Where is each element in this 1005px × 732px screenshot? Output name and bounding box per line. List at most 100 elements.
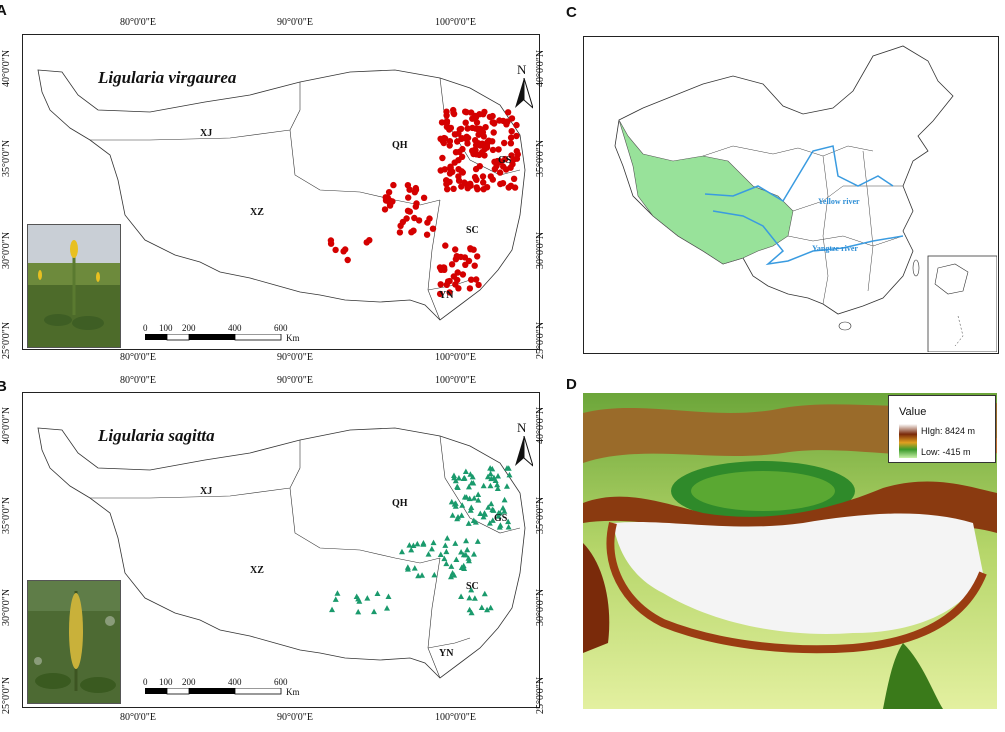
- occurrence-point-a: [446, 178, 453, 186]
- occurrence-point-a: [493, 162, 500, 169]
- lat-tick-40-right-a: 40°0'0"N: [535, 49, 547, 88]
- occurrence-point-a: [469, 124, 476, 132]
- yangtze-river-line: [712, 210, 904, 266]
- occurrence-point-b: [355, 595, 362, 602]
- occurrence-point-a: [469, 147, 476, 154]
- occurrence-point-a: [503, 121, 510, 128]
- occurrence-point-a: [483, 184, 491, 191]
- occurrence-point-a: [436, 290, 444, 298]
- occurrence-point-a: [487, 173, 494, 180]
- occurrence-point-a: [480, 111, 487, 118]
- occurrence-point-b: [431, 571, 438, 578]
- lat-tick-30-right-a: 30°0'0"N: [535, 231, 547, 270]
- occurrence-point-a: [452, 256, 460, 263]
- occurrence-point-a: [423, 231, 431, 238]
- lon-tick-90-top-b: 90°0'0"E: [277, 375, 313, 386]
- occurrence-point-a: [444, 186, 451, 193]
- south-china-sea-inset: [927, 255, 997, 352]
- occurrence-point-a: [451, 131, 459, 138]
- lon-tick-100-bottom-a: 100°0'0"E: [435, 352, 476, 363]
- occurrence-point-b: [468, 586, 475, 593]
- region-xj-a: XJ: [200, 128, 213, 139]
- occurrence-point-b: [329, 606, 336, 613]
- occurrence-point-a: [497, 180, 504, 188]
- occurrence-point-b: [470, 551, 477, 557]
- panel-letter-b: B: [0, 378, 7, 395]
- occurrence-point-a: [464, 140, 471, 147]
- occurrence-point-a: [440, 134, 448, 142]
- occurrence-point-b: [490, 507, 497, 513]
- occurrence-point-b: [466, 594, 473, 601]
- occurrence-point-b: [437, 551, 444, 558]
- occurrence-point-a: [513, 148, 520, 155]
- occurrence-point-b: [492, 477, 499, 484]
- occurrence-point-a: [461, 179, 468, 186]
- occurrence-point-a: [404, 182, 412, 189]
- occurrence-point-a: [446, 138, 454, 145]
- occurrence-point-b: [468, 480, 475, 486]
- occurrence-point-b: [398, 548, 405, 555]
- occurrence-point-a: [462, 261, 469, 268]
- occurrence-point-a: [480, 179, 487, 186]
- occurrence-point-b: [458, 512, 465, 518]
- occurrence-point-b: [461, 493, 468, 500]
- occurrence-point-a: [381, 206, 389, 213]
- region-qh-b: QH: [392, 498, 408, 509]
- occurrence-point-a: [455, 166, 462, 173]
- occurrence-point-b: [487, 604, 494, 611]
- occurrence-point-b: [450, 472, 457, 478]
- lat-tick-35-left-b: 35°0'0"N: [1, 496, 13, 535]
- legend-high: HIgh: 8424 m: [921, 426, 976, 436]
- occurrence-point-a: [504, 109, 512, 116]
- occurrence-point-b: [485, 504, 492, 510]
- scale-0-b: 0: [143, 677, 148, 687]
- legend-title: Value: [899, 406, 927, 418]
- occurrence-point-b: [465, 520, 472, 526]
- occurrence-point-a: [452, 281, 459, 288]
- north-label-b: N: [517, 420, 527, 435]
- occurrence-point-a: [459, 271, 467, 278]
- lat-tick-25-right-a: 25°0'0"N: [535, 321, 547, 360]
- occurrence-point-a: [464, 125, 471, 132]
- occurrence-point-a: [489, 146, 497, 154]
- occurrence-point-b: [467, 471, 474, 477]
- occurrence-point-b: [478, 604, 485, 611]
- north-arrow-icon: [515, 436, 533, 467]
- lon-tick-90: 90°0'0"E: [277, 17, 313, 28]
- occurrence-point-a: [513, 121, 520, 129]
- occurrence-point-b: [481, 590, 488, 597]
- lat-tick-30-left-a: 30°0'0"N: [1, 231, 13, 270]
- occurrence-point-a: [513, 132, 520, 140]
- occurrence-point-a: [437, 281, 444, 288]
- lon-tick-80-bottom-a: 80°0'0"E: [120, 352, 156, 363]
- lat-tick-35-right-a: 35°0'0"N: [535, 139, 547, 178]
- occurrence-point-a: [450, 106, 457, 114]
- occurrence-point-b: [455, 513, 462, 520]
- occurrence-point-a: [426, 215, 433, 222]
- occurrence-point-a: [405, 194, 412, 201]
- scale-unit-a: Km: [286, 333, 300, 343]
- region-gs-b: GS: [494, 513, 508, 524]
- occurrence-point-b: [371, 608, 378, 615]
- occurrence-point-a: [399, 218, 407, 226]
- occurrence-point-b: [454, 483, 461, 490]
- occurrence-point-a: [363, 239, 370, 246]
- occurrence-point-b: [458, 564, 465, 570]
- scale-100-a: 100: [159, 323, 173, 333]
- occurrence-point-a: [420, 194, 428, 201]
- occurrence-point-a: [327, 237, 335, 244]
- occurrence-point-a: [441, 166, 448, 173]
- occurrence-point-a: [507, 134, 515, 141]
- occurrence-point-b: [475, 491, 482, 497]
- lon-tick-100: 100°0'0"E: [435, 17, 476, 28]
- occurrence-point-a: [473, 119, 481, 126]
- occurrence-point-b: [462, 551, 469, 558]
- occurrence-point-a: [513, 155, 521, 162]
- occurrence-point-b: [474, 538, 481, 544]
- occurrence-point-a: [473, 151, 480, 158]
- occurrence-point-a: [411, 214, 418, 222]
- occurrence-point-b: [408, 546, 415, 553]
- occurrence-point-a: [456, 126, 463, 133]
- occurrence-point-b: [425, 551, 432, 557]
- lon-tick-90-bottom-b: 90°0'0"E: [277, 712, 313, 723]
